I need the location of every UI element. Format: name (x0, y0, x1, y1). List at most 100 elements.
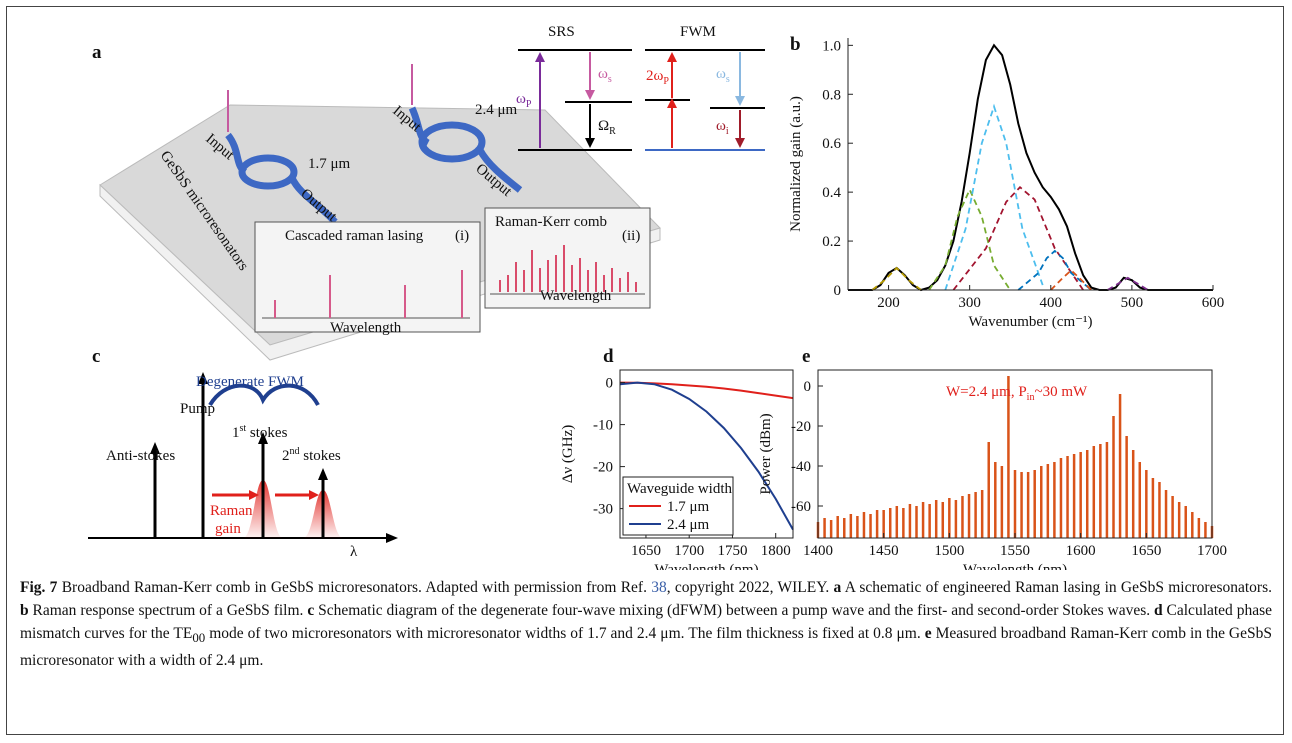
caption-panel: a (833, 579, 842, 596)
arrowhead (735, 96, 745, 106)
y-tick-label: 0 (606, 376, 614, 392)
panel-c: c λ Degenerate FWM Pump 1st stokes 2nd s… (88, 346, 398, 560)
x-tick-label: 500 (1121, 295, 1144, 311)
y-tick-label: -40 (791, 459, 811, 475)
x-tick-label: 1750 (717, 543, 747, 559)
legend-label: 1.7 μm (667, 499, 710, 515)
caption-panel: b (20, 602, 29, 619)
y-tick-label: -60 (791, 499, 811, 515)
x-tick-label: 1800 (761, 543, 791, 559)
annotation-part: W=2.4 μm, P (946, 384, 1027, 400)
y-tick-label: 0.6 (822, 136, 841, 152)
y-tick-label: -30 (593, 502, 613, 518)
arrowhead (667, 98, 677, 108)
caption-text: A schematic of engineered Raman lasing i… (841, 579, 1272, 596)
arrowhead (386, 533, 398, 543)
width-label: 1.7 μm (308, 156, 351, 172)
panel-label: a (92, 42, 102, 63)
arrowhead (585, 138, 595, 148)
y-tick-label: 1.0 (822, 38, 841, 54)
caption-text: Measured broadband Raman-Kerr comb in th… (20, 625, 1272, 670)
panel-label: d (603, 346, 614, 367)
ring (418, 121, 486, 163)
caption-title: Fig. 7 (20, 579, 58, 596)
inset-tag: (ii) (622, 228, 640, 244)
y-tick-label: -20 (791, 419, 811, 435)
caption-sub: 00 (192, 630, 206, 646)
anti-stokes-label: Anti-stokes (106, 448, 175, 464)
waveguide (408, 106, 523, 193)
omega-label: ωs (598, 66, 612, 85)
x-axis-label: Wavenumber (cm⁻¹) (968, 314, 1092, 330)
figure: a Input Input 1.7 μm 2.4 μm Output Outpu… (88, 24, 1227, 570)
x-tick-label: 1700 (1197, 543, 1227, 559)
y-tick-label: 0.8 (822, 87, 841, 103)
x-axis-label: Wavelength (nm) (963, 562, 1067, 570)
fwm-label: Degenerate FWM (196, 374, 304, 390)
arrowhead (318, 468, 328, 480)
x-tick-label: 600 (1202, 295, 1225, 311)
omega-label: ωs (716, 66, 730, 85)
x-tick-label: 1700 (674, 543, 704, 559)
x-tick-label: 1400 (803, 543, 833, 559)
caption-text: , copyright 2022, WILEY. (666, 579, 834, 596)
series-line (619, 381, 794, 400)
series-line (1050, 269, 1092, 291)
omega-label: 2ωP (646, 68, 669, 87)
annotation: W=2.4 μm, Pin~30 mW (946, 384, 1088, 403)
srs-title: SRS (548, 24, 575, 40)
legend-label: 2.4 μm (667, 517, 710, 533)
series-line (1017, 249, 1092, 291)
caption-text: mode of two microresonators with microre… (205, 625, 925, 642)
caption-panel: e (924, 625, 932, 642)
caption-text: Raman response spectrum of a GeSbS film. (28, 602, 308, 619)
arrowhead (198, 372, 208, 384)
omega-label: ωP (516, 91, 532, 110)
pump-label: Pump (180, 401, 215, 417)
annotation-part: ~30 mW (1034, 384, 1088, 400)
inset-lines (274, 270, 463, 318)
caption-text: Schematic diagram of the degenerate four… (314, 602, 1155, 619)
arrowhead (585, 90, 595, 100)
caption-panel: d (1154, 602, 1163, 619)
arrowhead (667, 52, 677, 62)
y-tick-label: 0.2 (822, 234, 841, 250)
plot-frame (619, 369, 794, 539)
x-tick-label: 1550 (1000, 543, 1030, 559)
stokes-label: 1st stokes (232, 423, 288, 441)
caption-panel: c (307, 602, 315, 619)
fwm-arrow (208, 383, 320, 407)
gain-label: Raman (210, 503, 253, 519)
x-tick-label: 1650 (631, 543, 661, 559)
x-tick-label: 300 (958, 295, 981, 311)
caption-ref[interactable]: 38 (651, 579, 667, 596)
arrowhead (735, 138, 745, 148)
inset (484, 207, 651, 309)
fwm-title: FWM (680, 24, 716, 40)
arrowhead (249, 490, 259, 500)
inset-xlabel: Wavelength (540, 288, 612, 304)
panel-a: a Input Input 1.7 μm 2.4 μm Output Outpu… (92, 24, 765, 361)
x-tick-label: 1650 (1131, 543, 1161, 559)
inset-xlabel: Wavelength (330, 320, 402, 336)
y-tick-label: -10 (593, 418, 613, 434)
stokes-label: 2nd stokes (282, 446, 341, 464)
y-tick-label: 0.4 (822, 185, 841, 201)
inset-lines (499, 245, 637, 292)
omega-label: ωi (716, 118, 729, 137)
line-arrow (153, 380, 325, 538)
arrowhead (258, 432, 268, 444)
x-tick-label: 1450 (869, 543, 899, 559)
ring (238, 154, 298, 190)
inset-tag: (i) (455, 228, 469, 244)
y-axis-label: Power (dBm) (758, 413, 774, 494)
series-line (1107, 276, 1149, 291)
x-tick-label: 400 (1040, 295, 1063, 311)
panel-label: b (790, 34, 801, 55)
series-line (928, 187, 1011, 291)
series-line (871, 266, 922, 291)
caption-text: Calculated phase mismatch curves for the… (20, 602, 1272, 642)
annotation-part: in (1027, 392, 1035, 403)
caption-text: Broadband Raman-Kerr comb in GeSbS micro… (57, 579, 652, 596)
y-tick-label: -20 (593, 460, 613, 476)
